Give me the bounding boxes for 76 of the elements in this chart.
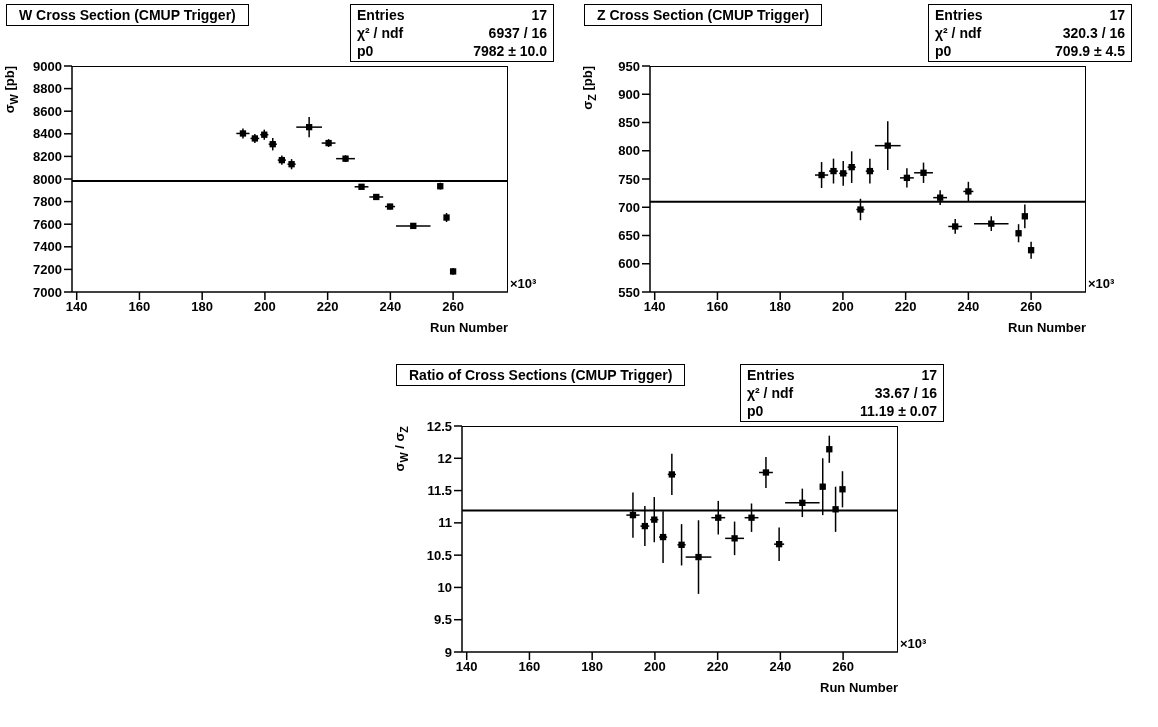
text: ×10³ [900, 636, 927, 651]
y-tick-label: 950 [618, 58, 640, 74]
y-tick-label: 650 [618, 228, 640, 244]
x-tick-label: 160 [706, 299, 729, 315]
x-tick-label: 180 [581, 659, 604, 675]
x-tick-label: 260 [1020, 299, 1042, 315]
y-tick-label: 7600 [33, 216, 62, 232]
y-tick-label: 7200 [33, 262, 62, 278]
text: ×10³ [1088, 276, 1115, 291]
text: p0 [357, 42, 374, 60]
x-tick-label: 140 [643, 299, 666, 315]
text: 7982 ± 10.0 [473, 42, 547, 60]
y-tick-label: 12 [437, 450, 452, 466]
text: χ² / ndf [935, 24, 982, 42]
x-tick-label: 220 [894, 299, 917, 315]
text: Entries [747, 366, 795, 384]
text: Entries [357, 6, 405, 24]
y-tick-label: 9 [444, 644, 452, 660]
y-tick-label: 8800 [33, 81, 62, 97]
y-tick-label: 750 [618, 171, 640, 187]
x-tick-label: 220 [706, 659, 729, 675]
chart-title: Ratio of Cross Sections (CMUP Trigger) [396, 364, 686, 386]
y-tick-label: 7800 [33, 194, 62, 210]
y-tick-label: 7000 [33, 284, 62, 300]
x-tick-label: 240 [957, 299, 980, 315]
chart-title: W Cross Section (CMUP Trigger) [6, 4, 249, 26]
y-tick-label: 9000 [33, 58, 62, 74]
x-tick-label: 160 [518, 659, 541, 675]
x-tick-label: 180 [769, 299, 792, 315]
y-tick-label: 900 [618, 86, 640, 102]
x-tick-label: 240 [379, 299, 402, 315]
x-axis-title: Run Number [1008, 320, 1086, 335]
y-tick-label: 850 [618, 115, 640, 131]
text: p0 [747, 402, 764, 420]
x-tick-label: 220 [316, 299, 339, 315]
y-tick-label: 7400 [33, 239, 62, 255]
y-tick-label: 600 [618, 256, 640, 272]
text: 11.19 ± 0.07 [860, 402, 937, 420]
x-tick-label: 200 [644, 659, 666, 675]
x-axis-title: Run Number [820, 680, 898, 695]
y-tick-label: 700 [618, 199, 640, 215]
y-tick-label: 550 [618, 284, 640, 300]
x-axis-title: Run Number [430, 320, 508, 335]
y-tick-label: 8200 [33, 149, 62, 165]
text: 709.9 ± 4.5 [1055, 42, 1125, 60]
x-tick-label: 260 [442, 299, 464, 315]
text: ×10³ [510, 276, 537, 291]
text: 17 [531, 6, 547, 24]
y-tick-label: 8400 [33, 126, 62, 142]
text: χ² / ndf [747, 384, 794, 402]
y-tick-label: 8600 [33, 103, 62, 119]
y-tick-label: 800 [618, 143, 640, 159]
y-tick-label: 12.5 [426, 418, 452, 434]
y-tick-label: 11.5 [427, 483, 452, 499]
y-tick-label: 11 [438, 515, 452, 531]
text: χ² / ndf [357, 24, 404, 42]
x-tick-label: 200 [254, 299, 276, 315]
x-tick-label: 140 [455, 659, 478, 675]
text: 17 [921, 366, 937, 384]
text: 6937 / 16 [488, 24, 547, 42]
text: Entries [935, 6, 983, 24]
y-tick-label: 9.5 [433, 612, 452, 628]
x-tick-label: 200 [832, 299, 854, 315]
chart-title: Z Cross Section (CMUP Trigger) [584, 4, 823, 26]
x-tick-label: 260 [832, 659, 854, 675]
x-tick-label: 140 [65, 299, 88, 315]
x-tick-label: 160 [128, 299, 151, 315]
text: 320.3 / 16 [1062, 24, 1125, 42]
x-tick-label: 180 [191, 299, 214, 315]
text: 33.67 / 16 [874, 384, 937, 402]
y-tick-label: 10.5 [426, 547, 452, 563]
y-tick-label: 10 [437, 580, 452, 596]
y-tick-label: 8000 [33, 171, 62, 187]
text: p0 [935, 42, 952, 60]
text: 17 [1109, 6, 1125, 24]
x-tick-label: 240 [769, 659, 792, 675]
